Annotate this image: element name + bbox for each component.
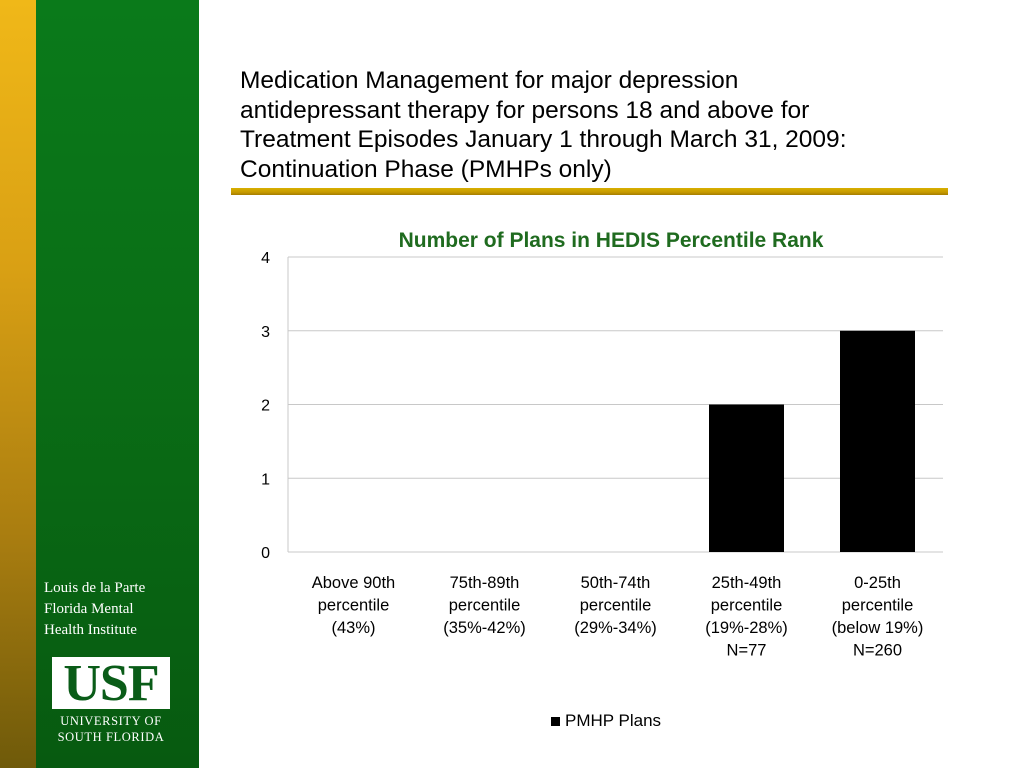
green-sidebar-panel bbox=[36, 0, 199, 768]
legend-swatch bbox=[551, 716, 560, 726]
chart-title: Number of Plans in HEDIS Percentile Rank bbox=[398, 229, 824, 252]
institute-line-3: Health Institute bbox=[44, 622, 137, 638]
institute-name: Louis de la Parte Florida Mental Health … bbox=[44, 578, 194, 641]
x-tick-label: 25th-49th percentile (19%-28%) N=77 bbox=[705, 574, 788, 660]
slide-title-line-3: Treatment Episodes January 1 through Mar… bbox=[240, 126, 847, 153]
institute-line-2: Florida Mental bbox=[44, 601, 134, 617]
y-tick-label: 2 bbox=[261, 398, 270, 415]
chart-legend: PMHP Plans bbox=[551, 711, 661, 731]
y-tick-label: 4 bbox=[261, 250, 270, 267]
usf-logo: USF bbox=[52, 657, 170, 711]
usf-sub-line-1: UNIVERSITY OF bbox=[60, 714, 162, 728]
slide-title-line-4: Continuation Phase (PMHPs only) bbox=[240, 155, 612, 183]
x-tick-label: 75th-89th percentile (35%-42%) bbox=[443, 574, 526, 637]
title-underline-rule bbox=[231, 188, 948, 195]
usf-logo-subtitle: UNIVERSITY OF SOUTH FLORIDA bbox=[48, 713, 174, 745]
x-tick-label: 50th-74th percentile (29%-34%) bbox=[574, 574, 657, 637]
x-tick-label: 0-25th percentile (below 19%) N=260 bbox=[832, 574, 924, 660]
bar bbox=[840, 330, 915, 552]
slide-title-line-2: antidepressant therapy for persons 18 an… bbox=[240, 96, 810, 124]
usf-sub-line-2: SOUTH FLORIDA bbox=[57, 730, 165, 744]
slide-title: Medication Management for major depressi… bbox=[240, 66, 960, 184]
bar bbox=[709, 404, 784, 552]
x-tick-label: Above 90th percentile (43%) bbox=[312, 574, 395, 637]
gold-accent-strip bbox=[0, 0, 36, 768]
slide-title-line-1: Medication Management for major depressi… bbox=[240, 67, 739, 94]
y-tick-label: 3 bbox=[261, 324, 270, 341]
y-tick-label: 0 bbox=[261, 545, 270, 562]
institute-line-1: Louis de la Parte bbox=[44, 580, 146, 596]
legend-label: PMHP Plans bbox=[565, 711, 662, 730]
y-tick-label: 1 bbox=[261, 471, 270, 488]
